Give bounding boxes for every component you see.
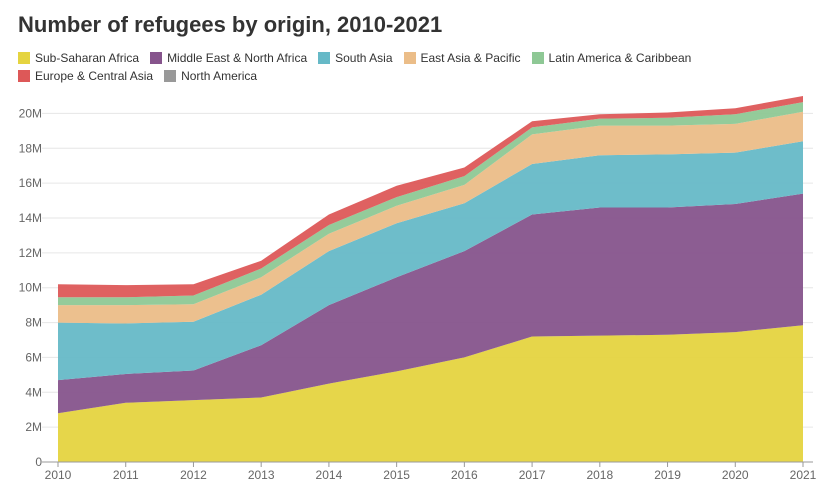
x-tick-label: 2017 <box>519 468 546 482</box>
legend-label: Sub-Saharan Africa <box>35 51 140 65</box>
x-tick-label: 2019 <box>654 468 681 482</box>
legend: Sub-Saharan Africa Middle East & North A… <box>18 49 808 85</box>
y-tick-label: 18M <box>19 141 42 155</box>
x-tick-label: 2012 <box>180 468 207 482</box>
x-tick-label: 2011 <box>113 468 139 482</box>
legend-item-north-america[interactable]: North America <box>164 69 257 83</box>
y-tick-label: 16M <box>19 176 42 190</box>
y-tick-label: 14M <box>19 211 42 225</box>
legend-item-east-asia-pacific[interactable]: East Asia & Pacific <box>403 51 521 65</box>
x-tick-label: 2016 <box>451 468 478 482</box>
y-tick-label: 2M <box>25 420 42 434</box>
y-tick-label: 12M <box>19 246 42 260</box>
legend-label: South Asia <box>335 51 393 65</box>
legend-swatch <box>164 70 177 82</box>
legend-label: East Asia & Pacific <box>420 51 521 65</box>
legend-item-latin-america-caribbean[interactable]: Latin America & Caribbean <box>531 51 692 65</box>
x-tick-label: 2020 <box>722 468 749 482</box>
chart-title: Number of refugees by origin, 2010-2021 <box>18 12 443 37</box>
y-tick-label: 6M <box>25 350 42 364</box>
y-tick-label: 8M <box>25 316 42 330</box>
y-tick-label: 4M <box>25 385 42 399</box>
area-middle-east-north-africa[interactable] <box>58 193 803 414</box>
legend-swatch <box>18 52 30 64</box>
axes: 0 2M 4M 6M 8M 10M 12M 14M 16M 18M 20M 2010 2011 2012 2… <box>19 106 817 482</box>
legend-label: North America <box>181 69 258 83</box>
area-series <box>58 96 803 462</box>
legend-label: Europe & Central Asia <box>35 69 154 83</box>
x-tick-label: 2021 <box>790 468 817 482</box>
legend-swatch <box>18 70 30 82</box>
legend-label: Middle East & North Africa <box>167 51 308 65</box>
y-tick-label: 20M <box>19 106 42 120</box>
y-tick-label: 10M <box>19 281 42 295</box>
x-tick-label: 2014 <box>316 468 343 482</box>
x-tick-label: 2013 <box>248 468 275 482</box>
area-sub-saharan-africa[interactable] <box>58 325 803 462</box>
x-tick-label: 2015 <box>383 468 410 482</box>
y-tick-label: 0 <box>35 455 42 469</box>
area-east-asia-pacific[interactable] <box>58 111 803 324</box>
legend-item-middle-east-north-africa[interactable]: Middle East & North Africa <box>150 51 307 65</box>
legend-swatch <box>318 52 331 64</box>
area-latin-america-caribbean[interactable] <box>58 102 803 306</box>
x-tick-label: 2018 <box>586 468 613 482</box>
legend-swatch <box>531 52 544 64</box>
legend-item-sub-saharan-africa[interactable]: Sub-Saharan Africa <box>18 51 139 65</box>
legend-label: Latin America & Caribbean <box>548 51 692 65</box>
legend-item-europe-central-asia[interactable]: Europe & Central Asia <box>18 69 153 83</box>
x-tick-label: 2010 <box>45 468 72 482</box>
area-south-asia[interactable] <box>58 141 803 381</box>
legend-swatch <box>403 52 416 64</box>
legend-swatch <box>150 52 163 64</box>
legend-item-south-asia[interactable]: South Asia <box>318 51 393 65</box>
